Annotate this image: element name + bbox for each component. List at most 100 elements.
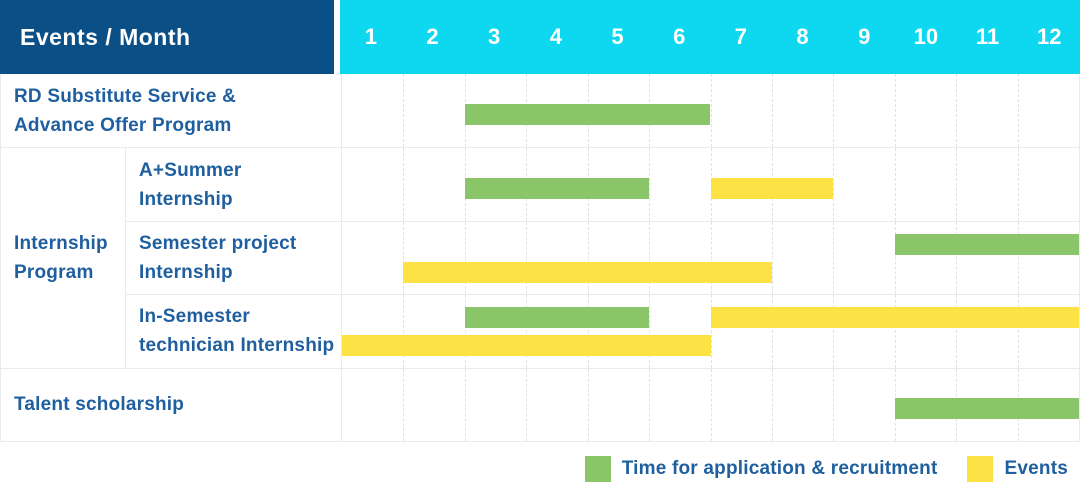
- month-gridline: [1017, 295, 1019, 368]
- month-gridline: [649, 148, 651, 221]
- month-gridline: [403, 368, 405, 441]
- month-header-7: 7: [734, 24, 747, 49]
- timeline-rd-substitute-service: [341, 74, 1079, 148]
- month-gridline: [1017, 74, 1019, 148]
- month-gridline: [833, 74, 835, 148]
- month-header-9: 9: [858, 24, 871, 49]
- month-gridline: [833, 295, 835, 368]
- month-gridline: [894, 295, 896, 368]
- timeline-in-semester-technician-internship: [341, 295, 1079, 368]
- gantt-bar-application: [894, 233, 1079, 255]
- row-label-line: RD Substitute Service &: [14, 85, 237, 107]
- legend-label-application: Time for application & recruitment: [621, 458, 938, 479]
- month-gridline: [403, 221, 405, 295]
- month-gridline: [833, 148, 835, 221]
- month-gridline: [403, 295, 405, 368]
- month-gridline: [710, 74, 712, 148]
- row-label-a-plus-summer-internship: A+Summer Internship: [126, 148, 341, 220]
- month-gridline: [710, 221, 712, 295]
- month-gridline: [464, 221, 466, 295]
- gantt-bar-application: [894, 397, 1079, 419]
- row-label-semester-project-internship: Semester project Internship: [126, 222, 341, 294]
- table-row-a-plus-summer-internship: A+Summer Internship: [126, 148, 1079, 221]
- month-header-2: 2: [426, 24, 439, 49]
- month-gridline: [771, 74, 773, 148]
- month-header-5: 5: [611, 24, 624, 49]
- legend-item-application: Time for application & recruitment: [584, 456, 938, 482]
- month-gridline: [526, 368, 528, 441]
- legend-item-events: Events: [967, 456, 1068, 482]
- legend: Time for application & recruitment Event…: [584, 456, 1068, 482]
- gantt-bar-application: [464, 103, 711, 125]
- month-gridline: [464, 295, 466, 368]
- month-gridline: [710, 368, 712, 441]
- header-row: Events / Month 1 2 3 4 5 6 7 8 9 10 11 1…: [0, 0, 1080, 74]
- row-label-line: Internship: [139, 188, 233, 210]
- month-gridline: [956, 295, 958, 368]
- timeline-a-plus-summer-internship: [341, 148, 1079, 221]
- header-title: Events / Month: [0, 0, 334, 74]
- row-label-rd-substitute-service: RD Substitute Service & Advance Offer Pr…: [1, 74, 341, 147]
- month-header-12: 12: [1036, 24, 1062, 49]
- month-gridline: [1017, 221, 1019, 295]
- timeline-talent-scholarship: [341, 368, 1079, 441]
- gantt-bar-events: [710, 177, 834, 199]
- row-label-line: Semester project: [139, 232, 297, 254]
- month-gridline: [833, 368, 835, 441]
- group-label-internship-program: Internship Program: [1, 148, 126, 368]
- month-gridline: [403, 148, 405, 221]
- month-gridline: [649, 295, 651, 368]
- gantt-bar-application: [464, 307, 650, 329]
- gantt-bar-application: [464, 177, 650, 199]
- month-gridline: [894, 74, 896, 148]
- month-gridline: [894, 148, 896, 221]
- row-label-line: Advance Offer Program: [14, 114, 232, 136]
- month-gridline: [1017, 148, 1019, 221]
- month-gridline: [526, 295, 528, 368]
- month-header-1: 1: [364, 24, 377, 49]
- legend-label-events: Events: [1004, 458, 1068, 479]
- month-header-4: 4: [549, 24, 562, 49]
- row-label-line: In-Semester: [139, 306, 250, 328]
- month-gridline: [587, 221, 589, 295]
- month-gridline: [833, 221, 835, 295]
- month-gridline: [587, 368, 589, 441]
- table-row-semester-project-internship: Semester project Internship: [126, 220, 1079, 295]
- group-label-line: Program: [14, 261, 94, 283]
- row-label-line: A+Summer: [139, 159, 242, 181]
- month-gridline: [956, 221, 958, 295]
- row-label-talent-scholarship: Talent scholarship: [1, 369, 341, 441]
- row-label-in-semester-technician-internship: In-Semester technician Internship: [126, 295, 341, 367]
- row-label-line: Internship: [139, 261, 233, 283]
- month-gridline: [464, 368, 466, 441]
- month-header-8: 8: [796, 24, 809, 49]
- month-gridline: [526, 221, 528, 295]
- row-label-line: technician Internship: [139, 335, 335, 357]
- gantt-body: RD Substitute Service & Advance Offer Pr…: [0, 74, 1080, 442]
- row-label-line: Talent scholarship: [14, 394, 185, 416]
- month-gridline: [649, 368, 651, 441]
- month-gridline: [956, 148, 958, 221]
- table-row-talent-scholarship: Talent scholarship: [1, 367, 1079, 441]
- header-gap: [334, 0, 340, 74]
- month-gridline: [403, 74, 405, 148]
- table-row-in-semester-technician-internship: In-Semester technician Internship: [126, 294, 1079, 368]
- month-gridline: [894, 221, 896, 295]
- group-label-line: Internship: [14, 232, 108, 254]
- month-gridline: [771, 295, 773, 368]
- gantt-bar-events: [710, 307, 1079, 329]
- gantt-bar-events: [342, 334, 711, 356]
- month-header-3: 3: [488, 24, 501, 49]
- group-row-internship-program: Internship Program A+Summer Internship S…: [1, 147, 1079, 368]
- month-header: 1 2 3 4 5 6 7 8 9 10 11 12: [340, 0, 1080, 74]
- month-header-10: 10: [913, 24, 939, 49]
- timeline-semester-project-internship: [341, 221, 1079, 295]
- group-subrows: A+Summer Internship Semester project Int…: [126, 148, 1079, 368]
- month-header-11: 11: [975, 24, 1000, 49]
- green-swatch-icon: [584, 456, 611, 482]
- gantt-bar-events: [403, 261, 772, 283]
- month-header-6: 6: [673, 24, 686, 49]
- yellow-swatch-icon: [967, 456, 994, 482]
- month-gridline: [587, 295, 589, 368]
